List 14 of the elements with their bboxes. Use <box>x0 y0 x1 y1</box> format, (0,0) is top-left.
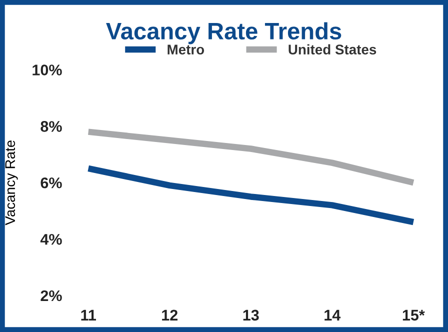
chart-title: Vacancy Rate Trends <box>106 22 342 44</box>
x-tick-label: 11 <box>81 310 96 320</box>
legend-label: United States <box>288 44 376 54</box>
y-tick-label: 6% <box>40 177 62 188</box>
y-tick-label: 10% <box>32 64 62 76</box>
x-tick-label: 14 <box>324 310 341 320</box>
y-tick-label: 4% <box>40 234 62 245</box>
y-tick-label: 2% <box>40 290 62 302</box>
y-tick-label: 8% <box>40 121 62 132</box>
x-tick-label: 15* <box>402 310 425 321</box>
x-tick-label: 12 <box>162 310 178 320</box>
legend-label: Metro <box>168 44 204 54</box>
y-axis-title: Vacancy Rate <box>5 140 18 226</box>
x-tick-label: 13 <box>243 310 259 321</box>
